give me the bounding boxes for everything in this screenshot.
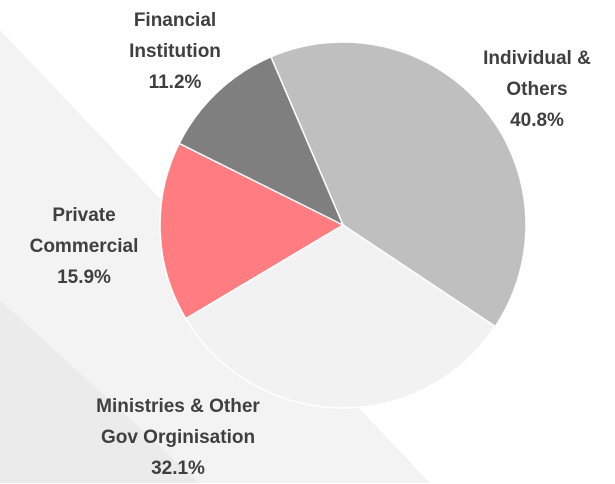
slice-name-line-1: Financial xyxy=(133,10,217,31)
pie-slice-2 xyxy=(159,142,345,320)
pie-slice-3 xyxy=(178,55,345,227)
slice-name-line-2: Commercial xyxy=(29,236,139,257)
slice-name-line-1: Private xyxy=(52,205,116,226)
slice-name-line-2: Others xyxy=(506,79,568,100)
slice-name-line-1: Ministries & Other xyxy=(96,396,260,417)
slice-value: 11.2% xyxy=(148,72,202,93)
pie-slice-1 xyxy=(184,224,497,409)
slice-label-financial-institution: Financial Institution 11.2% xyxy=(129,5,221,98)
pie-slices xyxy=(159,41,527,409)
slice-label-private-commercial: Private Commercial 15.9% xyxy=(30,200,139,293)
slice-name-line-1: Individual & xyxy=(483,48,591,69)
slice-label-individual-others: Individual & Others 40.8% xyxy=(483,43,591,136)
slice-label-ministries-gov: Ministries & Other Gov Orginisation 32.1… xyxy=(96,391,260,484)
slice-value: 15.9% xyxy=(57,267,111,288)
pie-slice-0 xyxy=(269,41,527,328)
slice-name-line-2: Institution xyxy=(129,41,221,62)
slice-value: 40.8% xyxy=(510,110,564,131)
slice-value: 32.1% xyxy=(151,458,205,479)
slice-name-line-2: Gov Orginisation xyxy=(100,427,256,448)
